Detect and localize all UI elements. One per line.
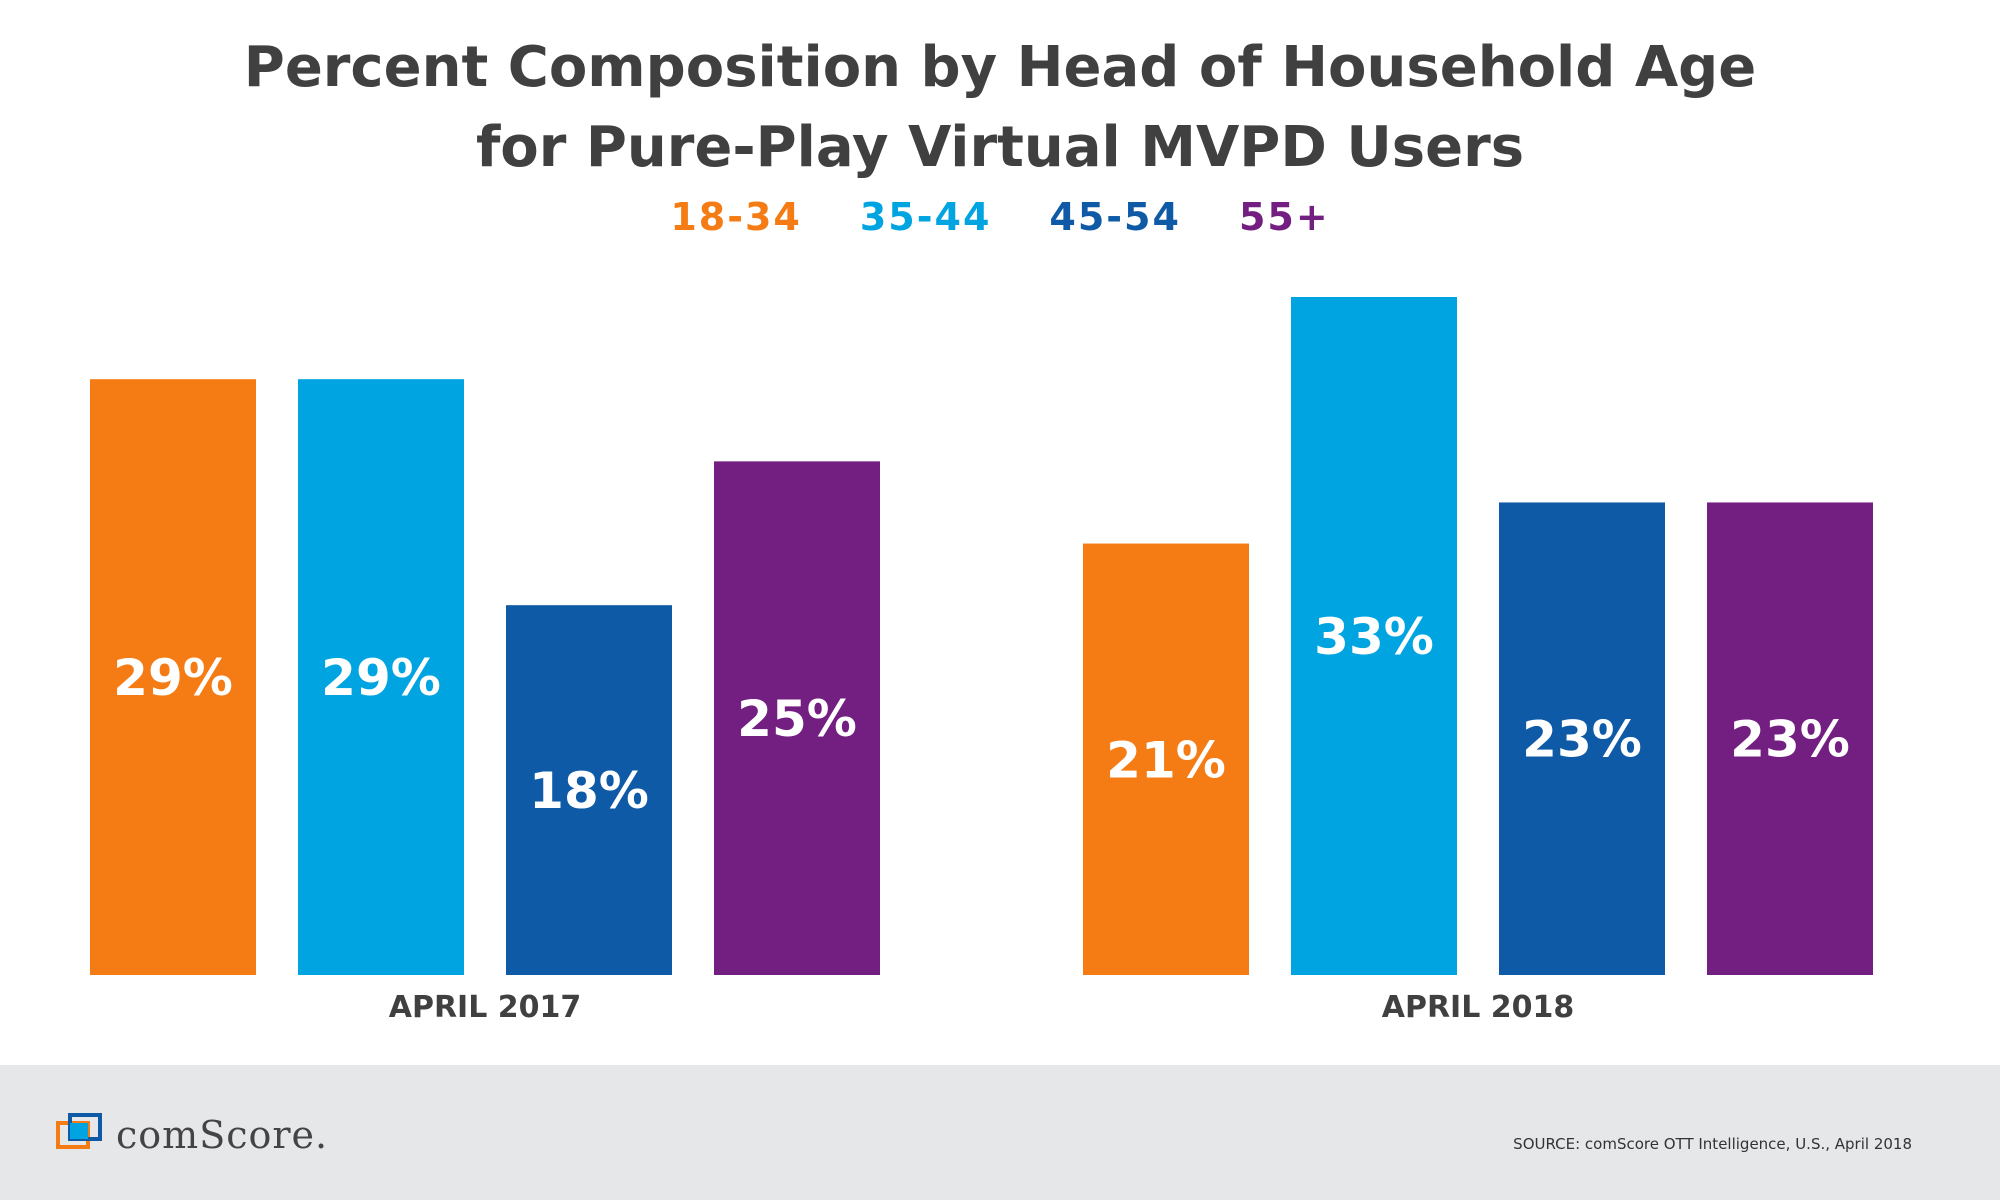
comscore-logo-text: comScore. [116,1113,329,1157]
footer: comScore. SOURCE: comScore OTT Intellige… [0,1065,2000,1200]
legend-item-35-44: 35-44 [859,195,992,239]
category-label: APRIL 2017 [389,990,582,1025]
bar-value-label: 21% [1106,731,1226,789]
bar-value-label: 25% [737,690,857,748]
bar-chart: 29% 29% 18% 25% APRIL 2017 21% 33% 23% 23% APRIL … [90,297,1873,1025]
legend: 18-34 35-44 45-54 55+ [0,195,2000,239]
bar-35-44-april-2018 [1291,297,1457,975]
bar-55-plus-april-2017 [714,461,880,975]
category-label: APRIL 2018 [1382,990,1575,1025]
legend-item-55-plus: 55+ [1238,195,1330,239]
legend-item-45-54: 45-54 [1049,195,1181,239]
bar-value-label: 23% [1522,711,1642,769]
bar-45-54-april-2017 [506,605,672,975]
bar-18-34-april-2018 [1083,543,1249,975]
bar-18-34-april-2017 [90,379,256,975]
comscore-logo: comScore. [56,1113,328,1157]
legend-item-18-34: 18-34 [670,195,802,239]
bar-value-label: 23% [1730,711,1850,769]
source-note: SOURCE: comScore OTT Intelligence, U.S.,… [1513,1135,1912,1153]
bar-45-54-april-2018 [1499,502,1665,975]
bar-35-44-april-2017 [298,379,464,975]
bar-value-label: 18% [529,762,649,820]
bar-value-label: 29% [321,649,441,707]
chart-title-line-1: Percent Composition by Head of Household… [243,35,1757,100]
bar-value-label: 33% [1314,608,1434,666]
comscore-logo-icon [56,1113,102,1149]
bar-value-label: 29% [113,649,233,707]
chart-title-line-2: for Pure-Play Virtual MVPD Users [475,115,1525,180]
bar-55-plus-april-2018 [1707,502,1873,975]
